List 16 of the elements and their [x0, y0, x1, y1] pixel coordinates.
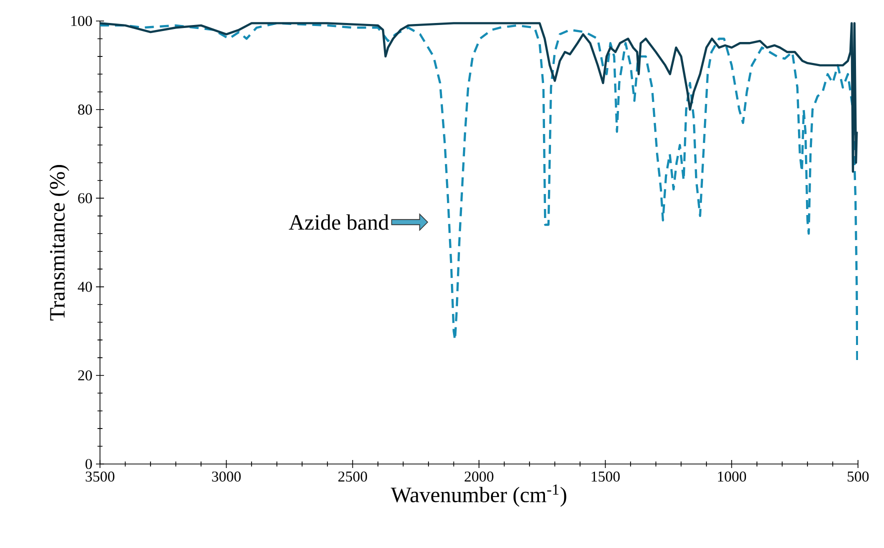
- y-tick-label: 20: [78, 370, 92, 380]
- y-axis-title: Transmitance (%): [49, 165, 70, 321]
- x-tick-label: 2500: [338, 472, 368, 482]
- y-tick-label: 80: [78, 104, 92, 115]
- x-tick-label: 500: [848, 472, 869, 482]
- x-tick-label: 3500: [86, 472, 114, 482]
- annotation: Azide band: [288, 214, 389, 230]
- x-tick-label: 1500: [592, 472, 620, 482]
- y-tick-label: 0: [86, 458, 92, 470]
- x-tick-label: 2000: [464, 472, 494, 482]
- x-tick-label: 3000: [212, 472, 241, 482]
- y-tick-label: 100: [71, 16, 92, 26]
- x-axis-title: Wavenumber (cm$^{-1}$): [390, 484, 566, 507]
- x-tick-label: 1000: [718, 472, 746, 482]
- y-tick-label: 40: [78, 282, 92, 292]
- y-tick-label: 60: [78, 193, 92, 204]
